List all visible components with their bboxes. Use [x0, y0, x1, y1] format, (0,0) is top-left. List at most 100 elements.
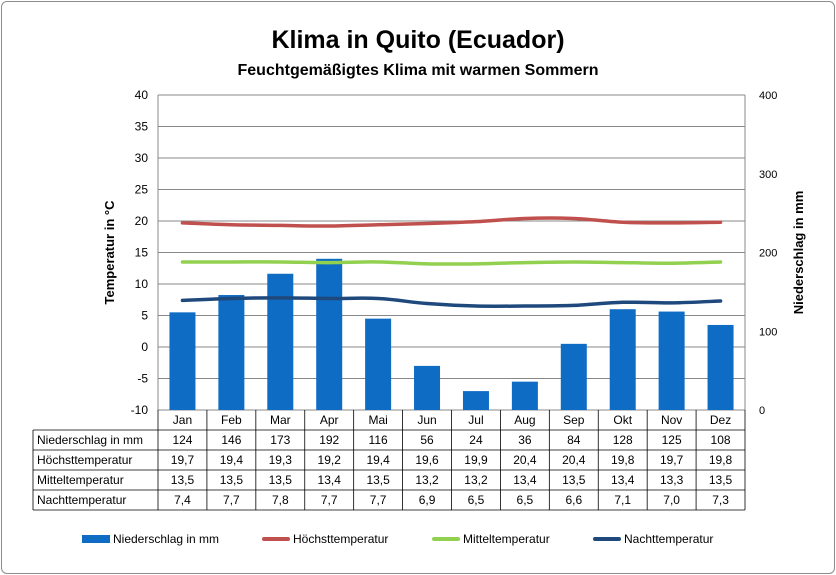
table-cell-precipitation: 116 — [369, 433, 388, 447]
y-tick-label: 15 — [135, 246, 149, 260]
table-cell-max-temp: 19,2 — [318, 453, 342, 467]
y-tick-label: 30 — [135, 151, 149, 165]
y-tick-label: 40 — [135, 88, 149, 102]
table-cell-max-temp: 19,9 — [464, 453, 488, 467]
legend-item-night-temp: Nachttemperatur — [593, 532, 713, 546]
table-cell-night-temp: 6,9 — [419, 493, 436, 507]
precipitation-bar — [658, 311, 685, 410]
precipitation-bar — [609, 309, 636, 410]
table-cell-mean-temp: 13,4 — [513, 473, 537, 487]
table-row-label-mean-temp: Mitteltemperatur — [37, 473, 124, 487]
legend-item-precipitation: Niederschlag in mm — [82, 532, 219, 546]
y2-axis-title: Niederschlag in mm — [791, 191, 806, 315]
legend-label-precipitation: Niederschlag in mm — [113, 532, 220, 546]
mean-temp-line — [180, 260, 723, 266]
x-tick-label: Jun — [417, 413, 436, 427]
table-row-label-night-temp: Nachttemperatur — [37, 493, 126, 507]
table-cell-night-temp: 6,5 — [517, 493, 534, 507]
chart-title: Klima in Quito (Ecuador) — [271, 26, 565, 54]
y-tick-label: -5 — [137, 372, 148, 386]
chart-subtitle: Feuchtgemäßigtes Klima mit warmen Sommer… — [237, 62, 599, 79]
precipitation-bar — [316, 258, 343, 410]
y2-tick-label: 0 — [759, 405, 765, 417]
table-cell-precipitation: 125 — [662, 433, 682, 447]
table-cell-precipitation: 173 — [270, 433, 290, 447]
table-cell-max-temp: 20,4 — [562, 453, 586, 467]
precipitation-bar — [560, 343, 587, 410]
table-cell-max-temp: 19,3 — [269, 453, 293, 467]
table-cell-night-temp: 7,4 — [174, 493, 191, 507]
legend-label-mean-temp: Mitteltemperatur — [463, 532, 550, 546]
x-tick-label: Jul — [468, 413, 483, 427]
x-tick-label: Mar — [270, 413, 291, 427]
table-cell-max-temp: 19,4 — [366, 453, 390, 467]
x-tick-label: Mai — [368, 413, 387, 427]
table-cell-max-temp: 19,7 — [171, 453, 195, 467]
table-cell-mean-temp: 13,5 — [220, 473, 244, 487]
table-cell-max-temp: 19,6 — [415, 453, 439, 467]
table-cell-mean-temp: 13,5 — [709, 473, 733, 487]
y2-tick-label: 400 — [759, 90, 777, 102]
table-cell-precipitation: 24 — [469, 433, 483, 447]
table-cell-night-temp: 7,7 — [370, 493, 387, 507]
table-cell-precipitation: 36 — [518, 433, 532, 447]
table-cell-precipitation: 84 — [567, 433, 581, 447]
table-cell-mean-temp: 13,5 — [269, 473, 293, 487]
table-cell-night-temp: 7,0 — [663, 493, 680, 507]
table-cell-night-temp: 6,6 — [565, 493, 582, 507]
legend-item-max-temp: Höchsttemperatur — [262, 532, 388, 546]
table-cell-night-temp: 7,7 — [321, 493, 338, 507]
table-cell-max-temp: 20,4 — [513, 453, 537, 467]
table-cell-mean-temp: 13,2 — [415, 473, 439, 487]
precipitation-bar — [414, 365, 441, 410]
table-cell-precipitation: 108 — [711, 433, 731, 447]
legend-item-mean-temp: Mitteltemperatur — [432, 532, 550, 546]
x-tick-label: Apr — [320, 413, 339, 427]
precipitation-bar — [462, 391, 489, 410]
legend-swatch-max-temp — [262, 537, 290, 541]
precipitation-bar — [169, 312, 196, 410]
table-cell-night-temp: 7,1 — [614, 493, 631, 507]
table-cell-max-temp: 19,4 — [220, 453, 244, 467]
x-tick-label: Aug — [514, 413, 535, 427]
table-cell-max-temp: 19,8 — [611, 453, 635, 467]
y-tick-label: 5 — [141, 309, 148, 323]
table-cell-night-temp: 7,7 — [223, 493, 240, 507]
y-tick-label: 25 — [135, 183, 149, 197]
table-cell-mean-temp: 13,3 — [660, 473, 684, 487]
table-cell-night-temp: 7,8 — [272, 493, 289, 507]
table-cell-precipitation: 128 — [613, 433, 633, 447]
table-cell-night-temp: 6,5 — [468, 493, 485, 507]
table-cell-night-temp: 7,3 — [712, 493, 729, 507]
legend-swatch-mean-temp — [432, 537, 460, 541]
table-cell-mean-temp: 13,5 — [562, 473, 586, 487]
precipitation-bar — [707, 324, 734, 410]
table-cell-precipitation: 192 — [319, 433, 339, 447]
legend-swatch-precipitation — [82, 535, 110, 543]
table-cell-max-temp: 19,7 — [660, 453, 684, 467]
y-tick-label: 20 — [135, 214, 149, 228]
legend-swatch-night-temp — [593, 537, 621, 541]
table-row-label-max-temp: Höchsttemperatur — [37, 453, 132, 467]
x-tick-label: Dez — [710, 413, 731, 427]
legend-label-max-temp: Höchsttemperatur — [293, 532, 389, 546]
y2-tick-label: 200 — [759, 248, 777, 260]
table-cell-max-temp: 19,8 — [709, 453, 733, 467]
y-tick-label: 0 — [141, 340, 148, 354]
night-temp-line — [180, 296, 723, 309]
precipitation-bar — [267, 273, 294, 410]
y2-tick-label: 100 — [759, 326, 777, 338]
table-cell-mean-temp: 13,5 — [366, 473, 390, 487]
y-tick-label: -10 — [131, 403, 149, 417]
table-cell-mean-temp: 13,4 — [318, 473, 342, 487]
x-tick-label: Nov — [661, 413, 682, 427]
legend: Niederschlag in mm Höchsttemperatur Mitt… — [0, 532, 836, 550]
y-tick-label: 35 — [135, 120, 149, 134]
x-tick-label: Sep — [563, 413, 585, 427]
table-row-label-precipitation: Niederschlag in mm — [37, 433, 143, 447]
max-temp-line — [180, 216, 723, 228]
table-cell-mean-temp: 13,4 — [611, 473, 635, 487]
x-tick-label: Jan — [173, 413, 192, 427]
x-tick-label: Okt — [613, 413, 632, 427]
